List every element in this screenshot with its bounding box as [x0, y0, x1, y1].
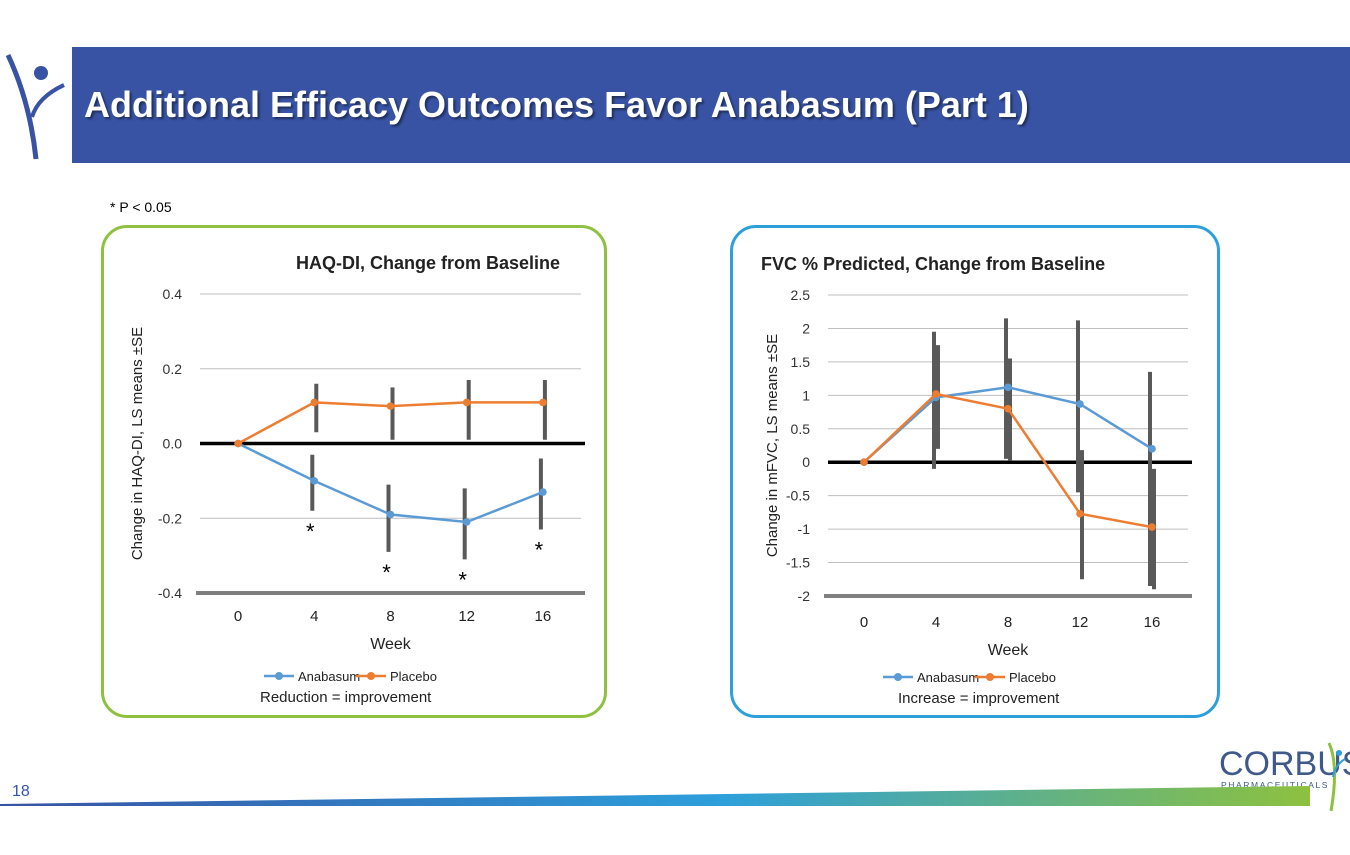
x-tick-label: 4: [310, 608, 318, 625]
data-point: [1076, 509, 1084, 518]
legend-label: Anabasum: [298, 669, 360, 684]
data-point: [386, 510, 395, 519]
y-tick-label: 2: [802, 320, 810, 336]
data-point: [462, 398, 471, 407]
y-tick-label: -1: [798, 521, 811, 537]
y-tick-label: 0.5: [791, 421, 811, 437]
x-tick-label: 8: [1004, 614, 1012, 631]
y-tick-label: -0.4: [158, 585, 182, 601]
y-tick-label: 2.5: [791, 287, 811, 303]
legend-label: Anabasum: [917, 670, 979, 685]
corbus-logo-sub: PHARMACEUTICALS: [1221, 780, 1329, 790]
x-tick-label: 12: [1072, 614, 1089, 631]
significance-star: *: [458, 567, 467, 592]
data-point: [1076, 400, 1084, 408]
figure-logo: [0, 47, 72, 163]
significance-note: * P < 0.05: [110, 199, 172, 215]
y-tick-label: 1: [802, 387, 810, 403]
fvc-chart: FVC % Predicted, Change from Baseline -2 -…: [761, 254, 1192, 685]
y-tick-label: 0.0: [163, 436, 183, 452]
legend-marker: [894, 673, 902, 681]
x-tick-label: 16: [535, 608, 552, 625]
data-point: [1148, 523, 1156, 531]
haq-panel: [101, 225, 607, 718]
data-point: [539, 488, 547, 496]
logo-dot-icon: [1336, 750, 1342, 756]
data-point: [386, 402, 395, 410]
legend-marker: [986, 673, 994, 681]
fvc-caption: Increase = improvement: [898, 690, 1060, 707]
haq-caption: Reduction = improvement: [260, 689, 432, 706]
x-tick-label: 8: [386, 608, 394, 625]
legend-label: Placebo: [1009, 670, 1056, 685]
x-tick-label: 4: [932, 614, 940, 631]
data-point: [539, 398, 547, 407]
x-axis-label: Week: [988, 642, 1030, 659]
data-point: [1004, 383, 1012, 392]
data-point: [1148, 445, 1156, 453]
chart-title: FVC % Predicted, Change from Baseline: [761, 254, 1105, 274]
data-point: [932, 390, 940, 398]
y-axis-label: Change in HAQ-DI, LS means ±SE: [129, 327, 146, 560]
x-tick-label: 16: [1144, 614, 1161, 631]
title-banner: [0, 47, 1350, 163]
y-tick-label: 0.4: [163, 286, 183, 302]
significance-star: *: [535, 537, 544, 562]
data-point: [860, 458, 868, 467]
data-point: [462, 518, 471, 526]
fvc-panel: [730, 225, 1220, 718]
y-tick-label: 0: [802, 454, 810, 470]
data-point: [310, 398, 319, 407]
significance-star: *: [382, 560, 391, 585]
y-axis-label: Change in mFVC, LS means ±SE: [764, 334, 781, 557]
x-tick-label: 0: [860, 614, 868, 631]
corbus-logo-name: CORBUS: [1219, 745, 1350, 783]
corbus-logo: CORBUS PHARMACEUTICALS: [1219, 742, 1350, 812]
significance-star: *: [306, 519, 315, 544]
legend-marker: [367, 672, 375, 680]
y-tick-label: -0.2: [158, 510, 182, 526]
page-number: 18: [12, 783, 30, 800]
x-tick-label: 0: [234, 608, 242, 625]
y-tick-label: 0.2: [163, 361, 183, 377]
x-tick-label: 12: [458, 608, 475, 625]
legend-label: Placebo: [390, 669, 437, 684]
x-axis-label: Week: [370, 636, 412, 653]
legend-marker: [275, 672, 283, 680]
logo-accent-icon: [1332, 758, 1346, 778]
data-point: [1004, 404, 1012, 413]
data-point: [234, 439, 242, 448]
y-tick-label: -2: [798, 588, 811, 604]
slide-title: Additional Efficacy Outcomes Favor Anaba…: [84, 84, 1029, 125]
y-tick-label: -0.5: [786, 488, 810, 504]
footer-bar: [0, 786, 1310, 806]
data-point: [310, 477, 319, 485]
y-tick-label: -1.5: [786, 555, 810, 571]
figure-logo-icon: [5, 53, 65, 160]
haq-di-chart: HAQ-DI, Change from Baseline -0.4 -0.2 0.0 0…: [129, 253, 585, 684]
chart-title: HAQ-DI, Change from Baseline: [296, 253, 560, 273]
y-tick-label: 1.5: [791, 354, 811, 370]
